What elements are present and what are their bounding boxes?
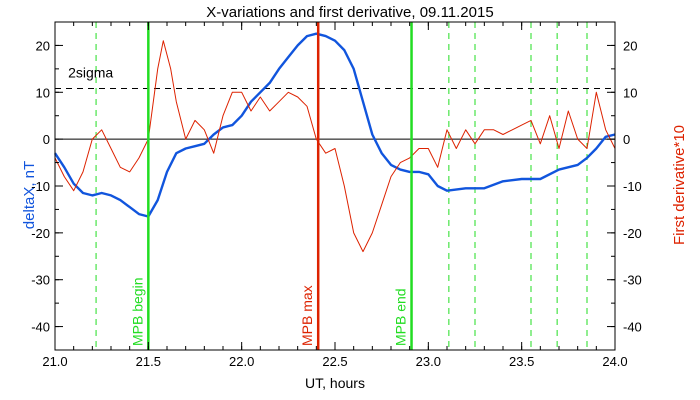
mpb-marker-label-0: MPB begin [129, 278, 145, 346]
y-tick-label-right-5: -30 [623, 273, 642, 288]
mpb-marker-label-2: MPB end [393, 288, 409, 346]
x-tick-label-2: 22.0 [229, 354, 254, 369]
y-tick-label-right-3: -10 [623, 179, 642, 194]
series-line-0 [53, 32, 616, 218]
y-tick-label-left-5: -30 [31, 273, 50, 288]
y-tick-label-left-6: -40 [31, 320, 50, 335]
x-axis-label: UT, hours [305, 375, 365, 391]
y-axis-label-left: deltaX, nT [21, 161, 38, 229]
y-tick-label-left-2: 0 [43, 132, 50, 147]
y-tick-label-right-6: -40 [623, 320, 642, 335]
y-tick-label-left-4: -20 [31, 226, 50, 241]
x-tick-label-5: 23.5 [509, 354, 534, 369]
x-tick-label-0: 21.0 [42, 354, 67, 369]
y-tick-label-right-2: 0 [623, 132, 630, 147]
threshold-label: 2sigma [68, 65, 113, 81]
y-tick-label-right-4: -20 [623, 226, 642, 241]
x-tick-label-4: 23.0 [416, 354, 441, 369]
chart-title: X-variations and first derivative, 09.11… [206, 4, 493, 21]
x-tick-label-1: 21.5 [136, 354, 161, 369]
y-tick-label-right-0: 20 [623, 38, 637, 53]
y-tick-label-right-1: 10 [623, 85, 637, 100]
mpb-marker-label-1: MPB max [299, 285, 315, 346]
series-line-1 [54, 40, 616, 253]
y-tick-label-left-1: 10 [36, 85, 50, 100]
y-axis-label-right: First derivative*10 [671, 125, 688, 245]
y-tick-label-left-0: 20 [36, 38, 50, 53]
x-tick-label-3: 22.5 [322, 354, 347, 369]
x-tick-label-6: 24.0 [602, 354, 627, 369]
y-tick-label-left-3: -10 [31, 179, 50, 194]
